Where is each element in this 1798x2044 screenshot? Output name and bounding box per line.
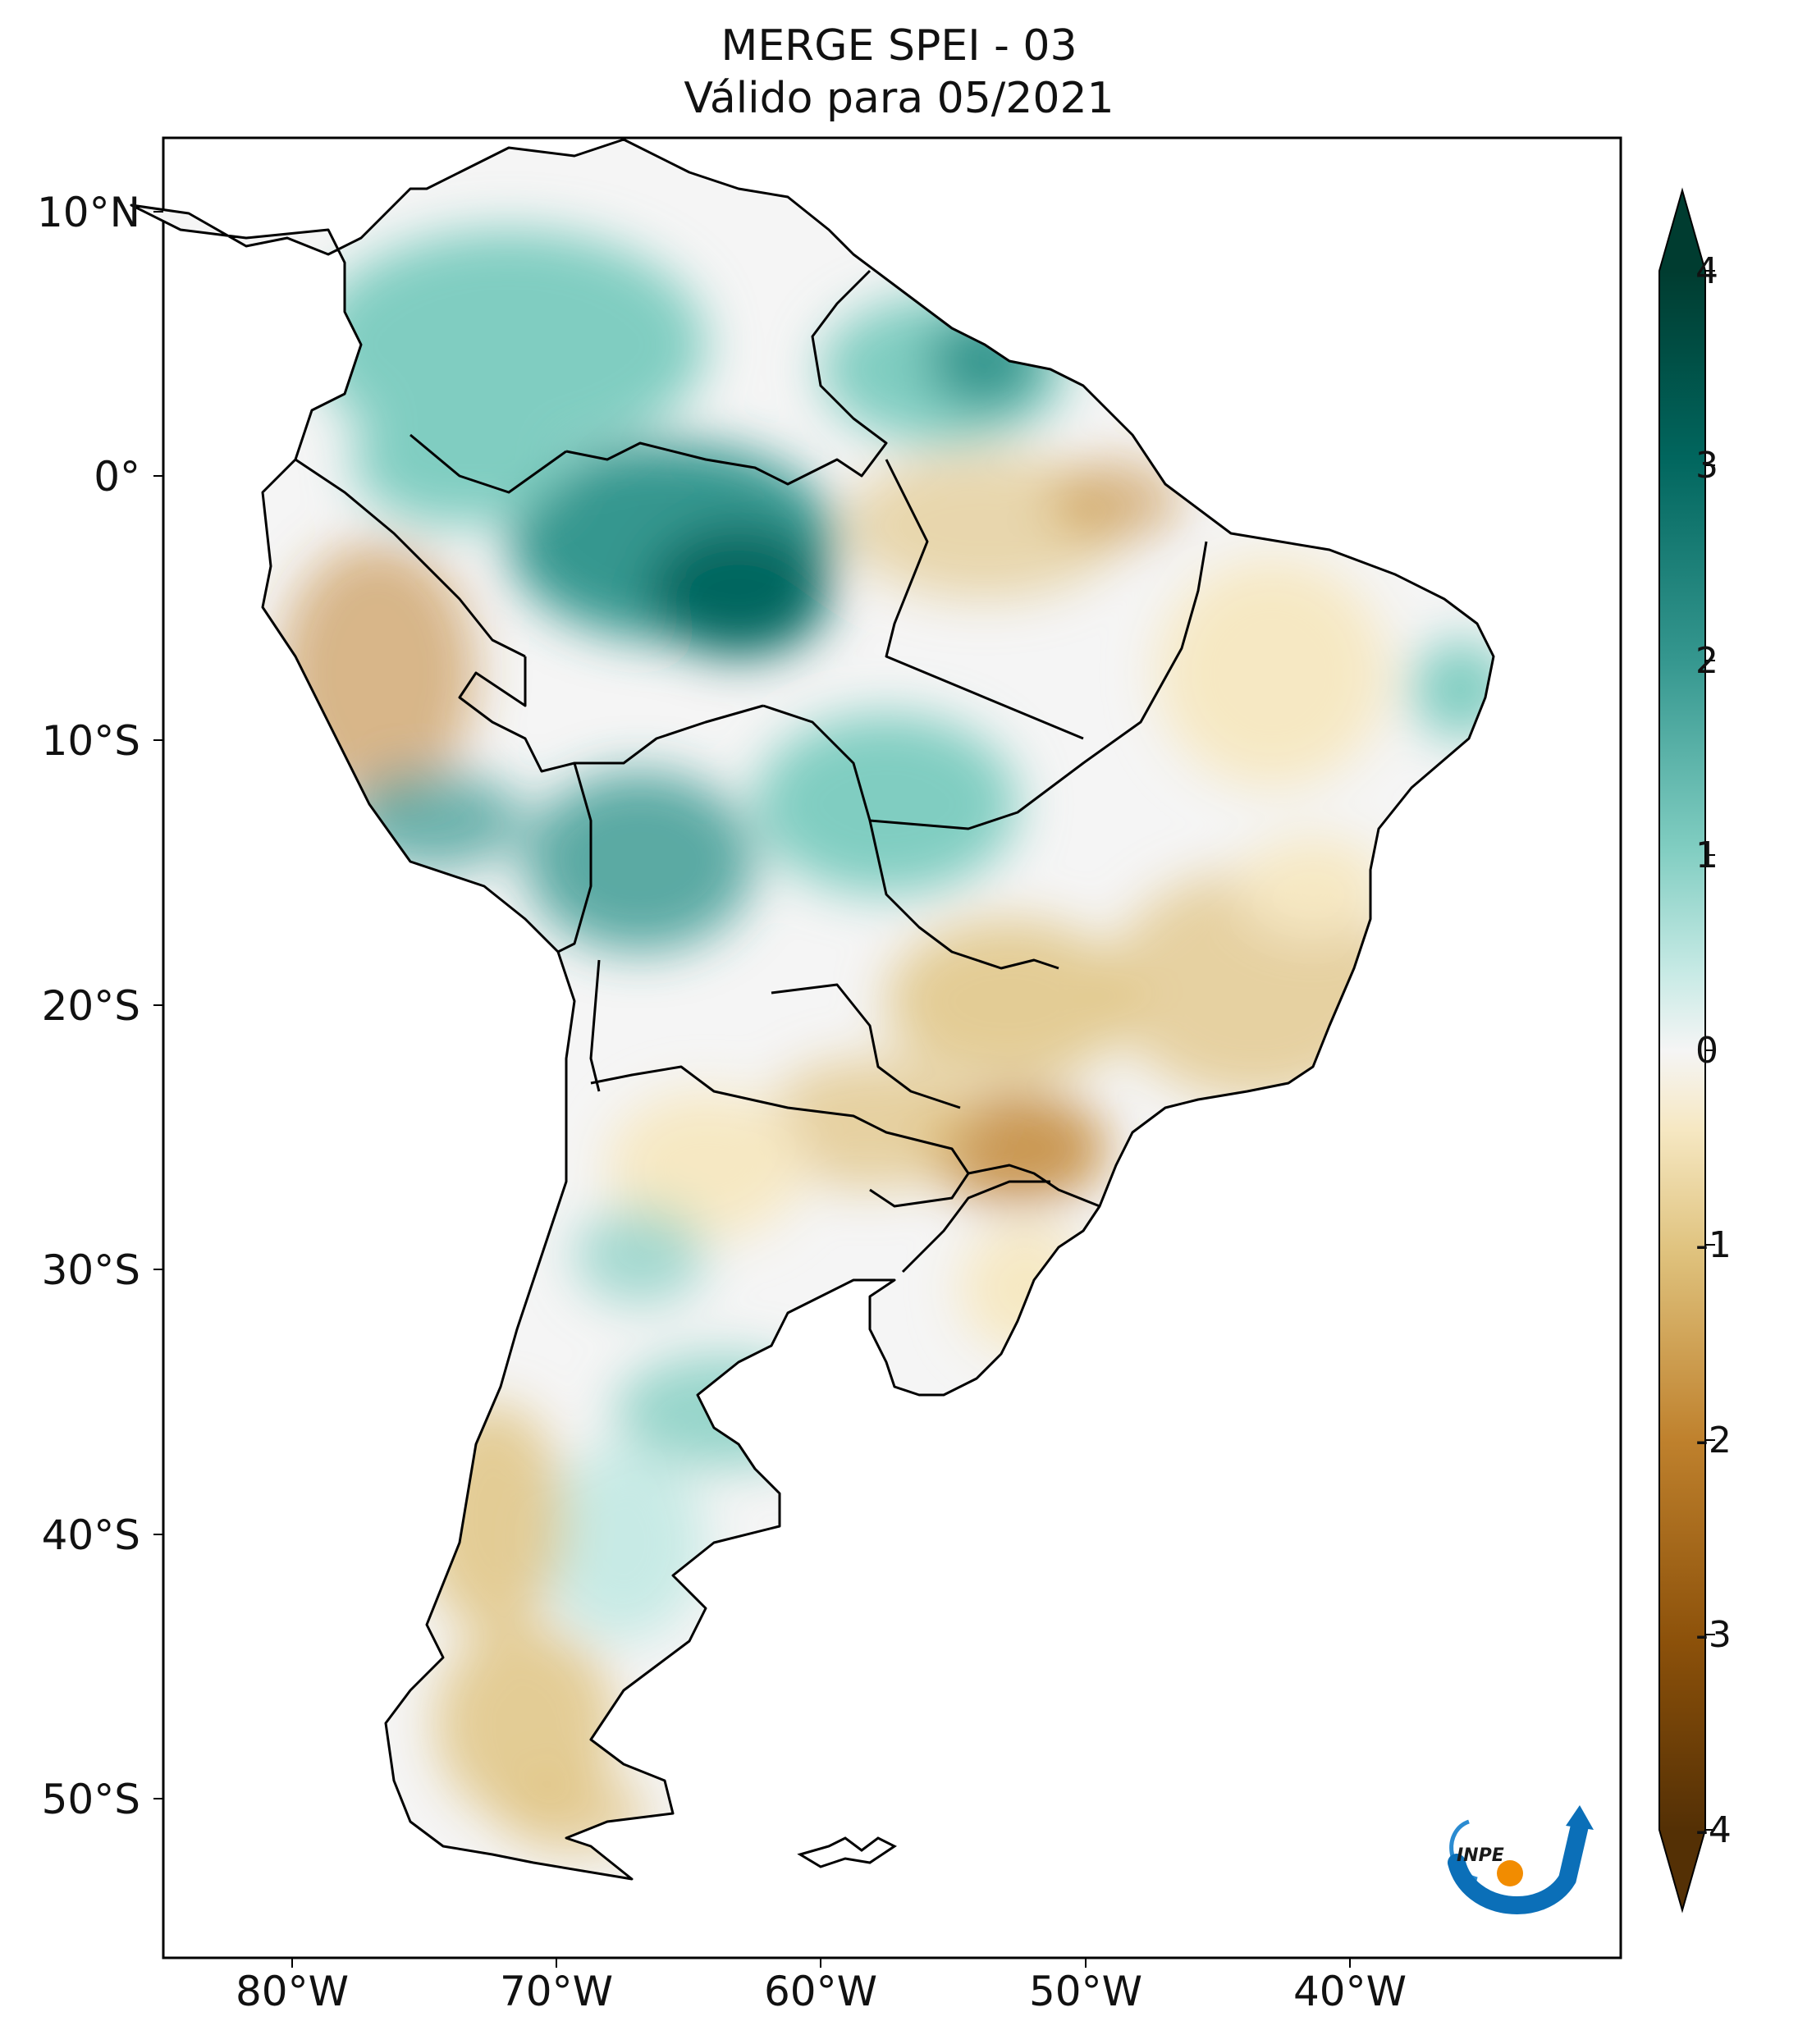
colorbar-tick-label: -4 <box>1695 1809 1732 1851</box>
colorbar-tick-label: -2 <box>1695 1420 1732 1461</box>
coastline <box>130 138 1495 1881</box>
colorbar-extend-bottom <box>1659 1830 1705 1910</box>
lat-tick-label: 30°S <box>41 1246 140 1294</box>
colorbar-tick-label: 1 <box>1695 835 1718 876</box>
falkland-islands <box>797 1836 897 1868</box>
inpe-logo: INPE <box>1448 1805 1594 1914</box>
colorbar-ticks <box>1705 270 1715 1831</box>
lat-tick-label: 50°S <box>41 1776 140 1823</box>
lon-tick-label: 40°W <box>1292 1968 1407 2015</box>
lon-tick-label: 50°W <box>1028 1968 1143 2015</box>
lat-tick-label: 10°N <box>36 189 140 236</box>
colorbar <box>1659 271 1705 1830</box>
colorbar-tick-label: 4 <box>1695 250 1718 292</box>
map-title: MERGE SPEI - 03 <box>721 21 1077 71</box>
lat-tick-label: 0° <box>94 453 140 501</box>
colorbar-tick-label: -3 <box>1695 1614 1732 1656</box>
lat-tick-label: 20°S <box>41 982 140 1030</box>
country-borders <box>295 269 1208 1273</box>
colorbar-tick-label: 3 <box>1695 445 1718 487</box>
inpe-logo-text: INPE <box>1457 1845 1504 1866</box>
colorbar-tick-label: 2 <box>1695 640 1718 682</box>
axis-ticks <box>153 211 1351 1968</box>
colorbar-tick-label: -1 <box>1695 1224 1732 1266</box>
lon-tick-label: 60°W <box>763 1968 878 2015</box>
lat-tick-label: 40°S <box>41 1511 140 1559</box>
lon-tick-label: 70°W <box>499 1968 614 2015</box>
colorbar-extend-top <box>1659 190 1705 271</box>
lat-tick-label: 10°S <box>41 717 140 765</box>
lon-tick-label: 80°W <box>235 1968 350 2015</box>
colorbar-tick-label: 0 <box>1695 1030 1718 1072</box>
map-subtitle: Válido para 05/2021 <box>684 74 1114 123</box>
